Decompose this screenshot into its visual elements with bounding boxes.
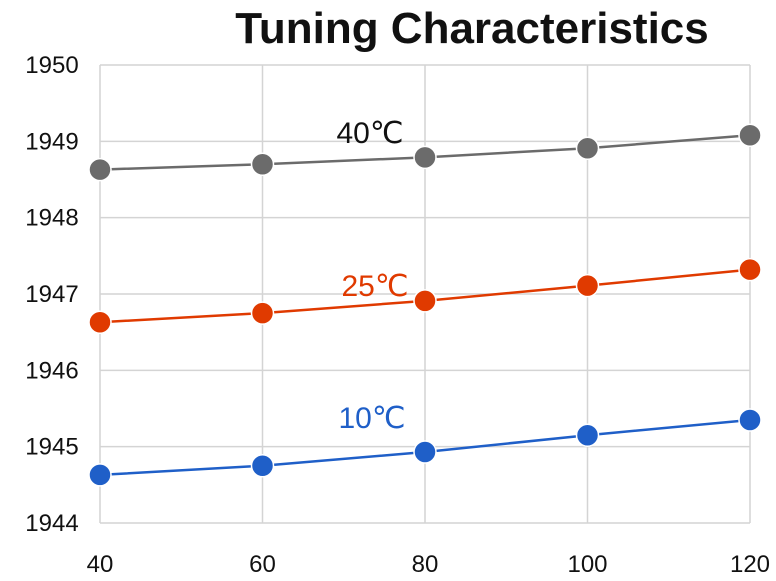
x-tick-label: 100 <box>567 551 607 578</box>
data-point <box>250 301 275 325</box>
y-tick-label: 1946 <box>25 357 78 384</box>
y-tick-label: 1944 <box>25 510 78 537</box>
x-axis-ticks: 40 60 80 100 120 <box>87 551 770 578</box>
y-axis-ticks: 1944 1945 1946 1947 1948 1949 1950 <box>25 52 78 537</box>
series-label: 25℃ <box>341 270 408 303</box>
series-label: 40℃ <box>336 117 403 150</box>
y-tick-label: 1947 <box>25 281 78 308</box>
data-point <box>413 145 437 170</box>
data-point <box>250 454 275 478</box>
series-1: 25℃ <box>88 257 762 334</box>
data-point <box>88 463 112 487</box>
data-point <box>738 408 762 432</box>
data-point <box>88 310 112 334</box>
y-tick-label: 1948 <box>25 205 78 232</box>
data-point <box>413 440 437 464</box>
data-point <box>738 257 762 282</box>
y-tick-label: 1949 <box>25 128 78 155</box>
data-point <box>575 136 600 160</box>
series-label: 10℃ <box>338 402 405 435</box>
data-point <box>88 157 112 182</box>
data-point <box>250 152 275 176</box>
y-tick-label: 1950 <box>25 52 78 79</box>
series-2: 10℃ <box>88 402 762 487</box>
data-point <box>575 273 600 298</box>
chart-title: Tuning Characteristics <box>235 4 709 53</box>
series-layer: 40℃ 25℃ 10℃ <box>88 117 762 487</box>
x-tick-label: 120 <box>730 551 770 578</box>
data-point <box>413 289 437 313</box>
x-tick-label: 80 <box>412 551 439 578</box>
series-0: 40℃ <box>88 117 762 182</box>
x-tick-label: 60 <box>249 551 276 578</box>
data-point <box>575 423 600 447</box>
data-point <box>738 123 762 147</box>
x-tick-label: 40 <box>87 551 114 578</box>
y-tick-label: 1945 <box>25 434 78 461</box>
